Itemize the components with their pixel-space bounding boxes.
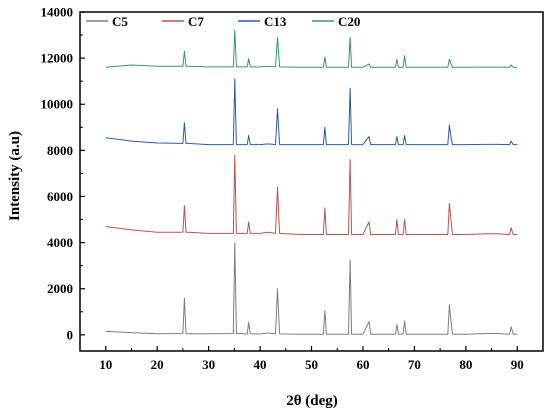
y-axis-title: Intensity (a.u) xyxy=(7,131,23,221)
x-tick-label: 60 xyxy=(356,357,369,372)
x-tick-label: 80 xyxy=(459,357,472,372)
y-tick-label: 10000 xyxy=(41,97,74,112)
x-tick-label: 50 xyxy=(305,357,318,372)
series-line-c7 xyxy=(105,154,518,235)
legend-label-c5: C5 xyxy=(112,14,128,29)
y-tick-label: 2000 xyxy=(47,281,73,296)
legend-label-c13: C13 xyxy=(264,14,287,29)
series-line-c5 xyxy=(105,242,518,335)
axes-layer: 10 20 30 40 50 60 70 80 90 0 2000 4000 6000 8000 10000… xyxy=(41,5,544,372)
x-tick-label: 70 xyxy=(408,357,421,372)
legend-label-c20: C20 xyxy=(338,14,360,29)
x-tick-label: 10 xyxy=(99,357,112,372)
y-tick-label: 6000 xyxy=(47,189,73,204)
y-tick-label: 14000 xyxy=(41,5,74,20)
legend: C5 C7 C13 C20 xyxy=(86,14,360,29)
x-tick-label: 30 xyxy=(202,357,215,372)
y-tick-label: 4000 xyxy=(47,235,73,250)
x-axis-title: 2θ (deg) xyxy=(286,393,338,409)
series-line-c20 xyxy=(105,29,518,68)
y-tick-label: 0 xyxy=(67,327,74,342)
x-tick-label: 90 xyxy=(511,357,524,372)
x-tick-label: 20 xyxy=(151,357,164,372)
y-tick-label: 12000 xyxy=(41,51,74,66)
legend-label-c7: C7 xyxy=(188,14,204,29)
series-line-c13 xyxy=(105,78,518,146)
plot-frame xyxy=(79,11,544,352)
series-layer xyxy=(105,29,518,335)
x-tick-label: 40 xyxy=(254,357,267,372)
y-tick-label: 8000 xyxy=(47,143,73,158)
